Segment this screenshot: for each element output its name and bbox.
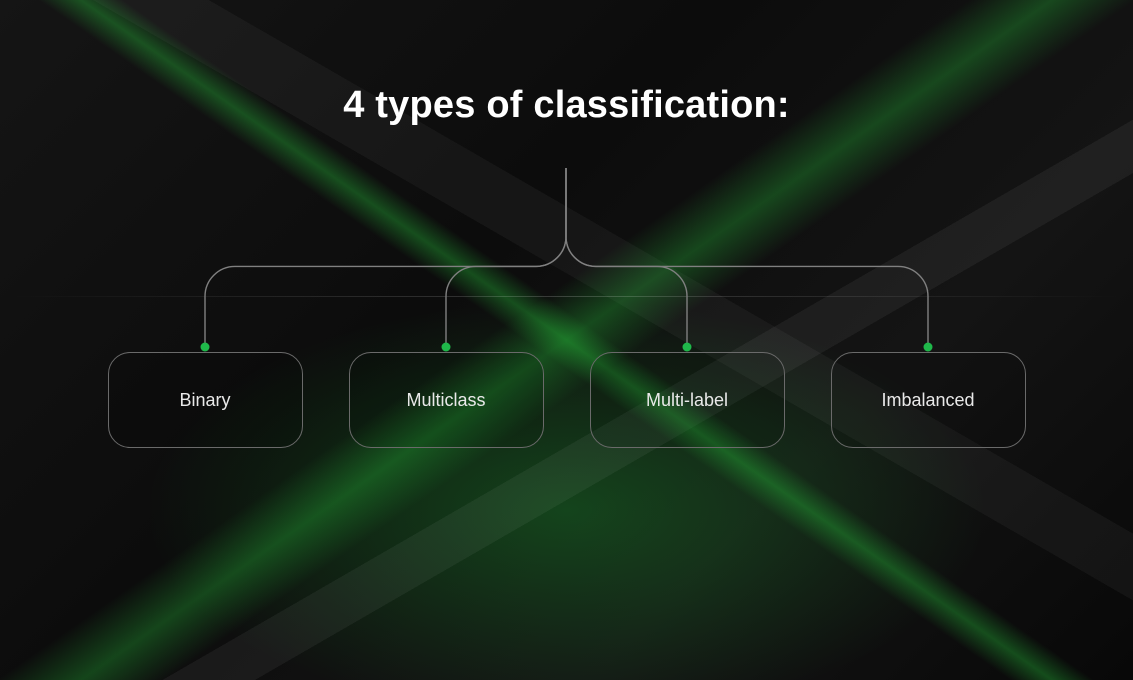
- connector-dot: [924, 343, 933, 352]
- connector-path: [566, 168, 687, 347]
- connector-dot: [683, 343, 692, 352]
- node-label: Multiclass: [406, 390, 485, 411]
- node-binary: Binary: [108, 352, 303, 448]
- node-multilabel: Multi-label: [590, 352, 785, 448]
- connector-dot: [201, 343, 210, 352]
- node-row: Binary Multiclass Multi-label Imbalanced: [0, 352, 1133, 448]
- node-multiclass: Multiclass: [349, 352, 544, 448]
- infographic-title: 4 types of classification:: [0, 84, 1133, 127]
- node-label: Binary: [179, 390, 230, 411]
- connector-dot: [442, 343, 451, 352]
- connector-path: [205, 168, 566, 347]
- connector-path: [566, 168, 928, 347]
- node-label: Imbalanced: [881, 390, 974, 411]
- node-imbalanced: Imbalanced: [831, 352, 1026, 448]
- connector-path: [446, 168, 566, 347]
- infographic-root: 4 types of classification: Binary Multicl…: [0, 0, 1133, 680]
- node-label: Multi-label: [646, 390, 728, 411]
